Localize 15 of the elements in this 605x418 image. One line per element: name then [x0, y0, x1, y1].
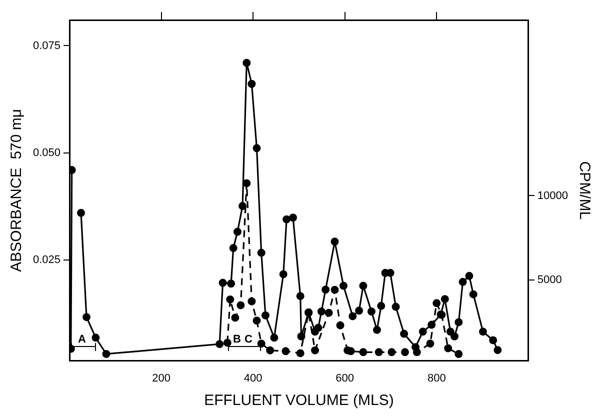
- annotation: B: [233, 333, 242, 346]
- y-tick-label: 0.075: [32, 40, 61, 52]
- x-axis-title: EFFLUENT VOLUME (MLS): [204, 392, 394, 410]
- annotation: C: [244, 333, 253, 346]
- y-tick-label: 0.050: [32, 146, 61, 159]
- y2-axis-title: CPM/ML: [576, 161, 593, 220]
- y2-tick-label: 10000: [537, 190, 568, 202]
- y-axis-title: ABSORBANCE 570 mμ: [8, 108, 26, 272]
- y-tick-label: 0.025: [32, 254, 61, 266]
- y2-tick-label: 5000: [537, 274, 562, 286]
- x-tick-label: 800: [427, 372, 446, 384]
- x-tick-label: 200: [152, 372, 170, 384]
- annotation: A: [78, 333, 86, 346]
- x-tick-label: 600: [336, 372, 354, 384]
- x-tick-label: 400: [244, 372, 262, 384]
